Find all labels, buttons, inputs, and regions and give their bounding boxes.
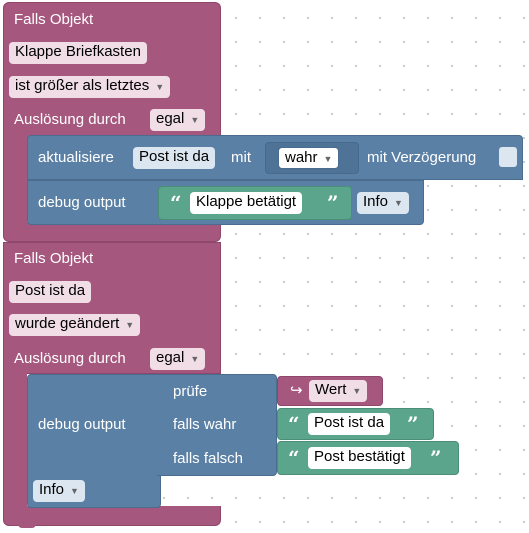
value-text: Wert (315, 381, 347, 398)
debug1-text-field[interactable]: Klappe betätigt (190, 192, 303, 214)
debug1-level: Info (363, 193, 389, 210)
triangle-down-icon: ▼ (323, 154, 333, 164)
quote-close-icon: ” (430, 446, 442, 470)
block1-trigger-label: Auslösung durch (14, 111, 126, 128)
update-value-dropdown[interactable]: wahr ▼ (278, 147, 340, 169)
block2-trigger-label: Auslösung durch (14, 350, 126, 367)
triangle-down-icon: ▼ (352, 386, 362, 396)
block1-object-field[interactable]: Klappe Briefkasten (9, 42, 147, 64)
block2-trigger-dropdown[interactable]: egal ▼ (150, 348, 206, 370)
triangle-down-icon: ▼ (70, 486, 79, 496)
block1-object-value: Klappe Briefkasten (15, 43, 141, 60)
if-false-text-field[interactable]: Post bestätigt (308, 447, 411, 469)
block1-condition-value: ist größer als letztes (15, 77, 150, 94)
triangle-down-icon: ▼ (190, 354, 200, 364)
update-object-value: Post ist da (139, 148, 210, 165)
block2-object-value: Post ist da (15, 282, 86, 299)
block1-condition-dropdown[interactable]: ist größer als letztes ▼ (9, 76, 171, 98)
debug1-text: Klappe betätigt (196, 193, 297, 210)
block1-trigger-dropdown[interactable]: egal ▼ (150, 109, 206, 131)
event-block-2-spine (3, 372, 27, 510)
update-object-dropdown[interactable]: Post ist da (133, 147, 216, 169)
update-with-label: mit (231, 149, 251, 166)
block2-condition-dropdown[interactable]: wurde geändert ▼ (9, 314, 141, 336)
debug2-if-true-label: falls wahr (173, 416, 237, 433)
quote-open-icon: “ (170, 191, 182, 215)
value-dropdown[interactable]: Wert ▼ (309, 380, 368, 402)
block2-condition-value: wurde geändert (15, 315, 120, 332)
triangle-down-icon: ▼ (394, 198, 403, 208)
if-false-text: Post bestätigt (314, 448, 405, 465)
debug2-if-false-label: falls falsch (173, 450, 244, 467)
debug2-level: Info (39, 481, 65, 498)
block2-trigger-value: egal (156, 349, 185, 366)
quote-open-icon: “ (288, 412, 300, 436)
debug2-check-label: prüfe (173, 383, 208, 400)
block2-object-field[interactable]: Post ist da (9, 281, 92, 303)
quote-open-icon: “ (288, 446, 300, 470)
debug2-label: debug output (38, 416, 126, 433)
update-value: wahr (285, 149, 318, 166)
block1-title: Falls Objekt (14, 11, 94, 28)
event-block-1-footer (3, 222, 221, 242)
event-block-2-footer (3, 506, 221, 526)
event-block-2-tab (18, 520, 36, 528)
return-arrow-icon: ↪ (290, 382, 303, 399)
block1-trigger-value: egal (156, 110, 185, 127)
debug1-level-dropdown[interactable]: Info ▼ (357, 192, 409, 214)
if-true-text: Post ist da (314, 414, 385, 431)
delay-checkbox[interactable] (499, 147, 517, 167)
triangle-down-icon: ▼ (190, 115, 200, 125)
triangle-down-icon: ▼ (155, 82, 165, 92)
update-label: aktualisiere (38, 149, 114, 166)
debug1-label: debug output (38, 194, 126, 211)
quote-close-icon: ” (327, 191, 339, 215)
block2-title: Falls Objekt (14, 250, 94, 267)
if-true-text-field[interactable]: Post ist da (308, 413, 391, 435)
debug2-inputs-column (157, 374, 277, 476)
triangle-down-icon: ▼ (125, 320, 135, 330)
debug2-level-dropdown[interactable]: Info ▼ (33, 480, 85, 502)
update-delay-label: mit Verzögerung (367, 149, 477, 166)
event-block-1-spine (3, 135, 27, 225)
quote-close-icon: ” (407, 412, 419, 436)
